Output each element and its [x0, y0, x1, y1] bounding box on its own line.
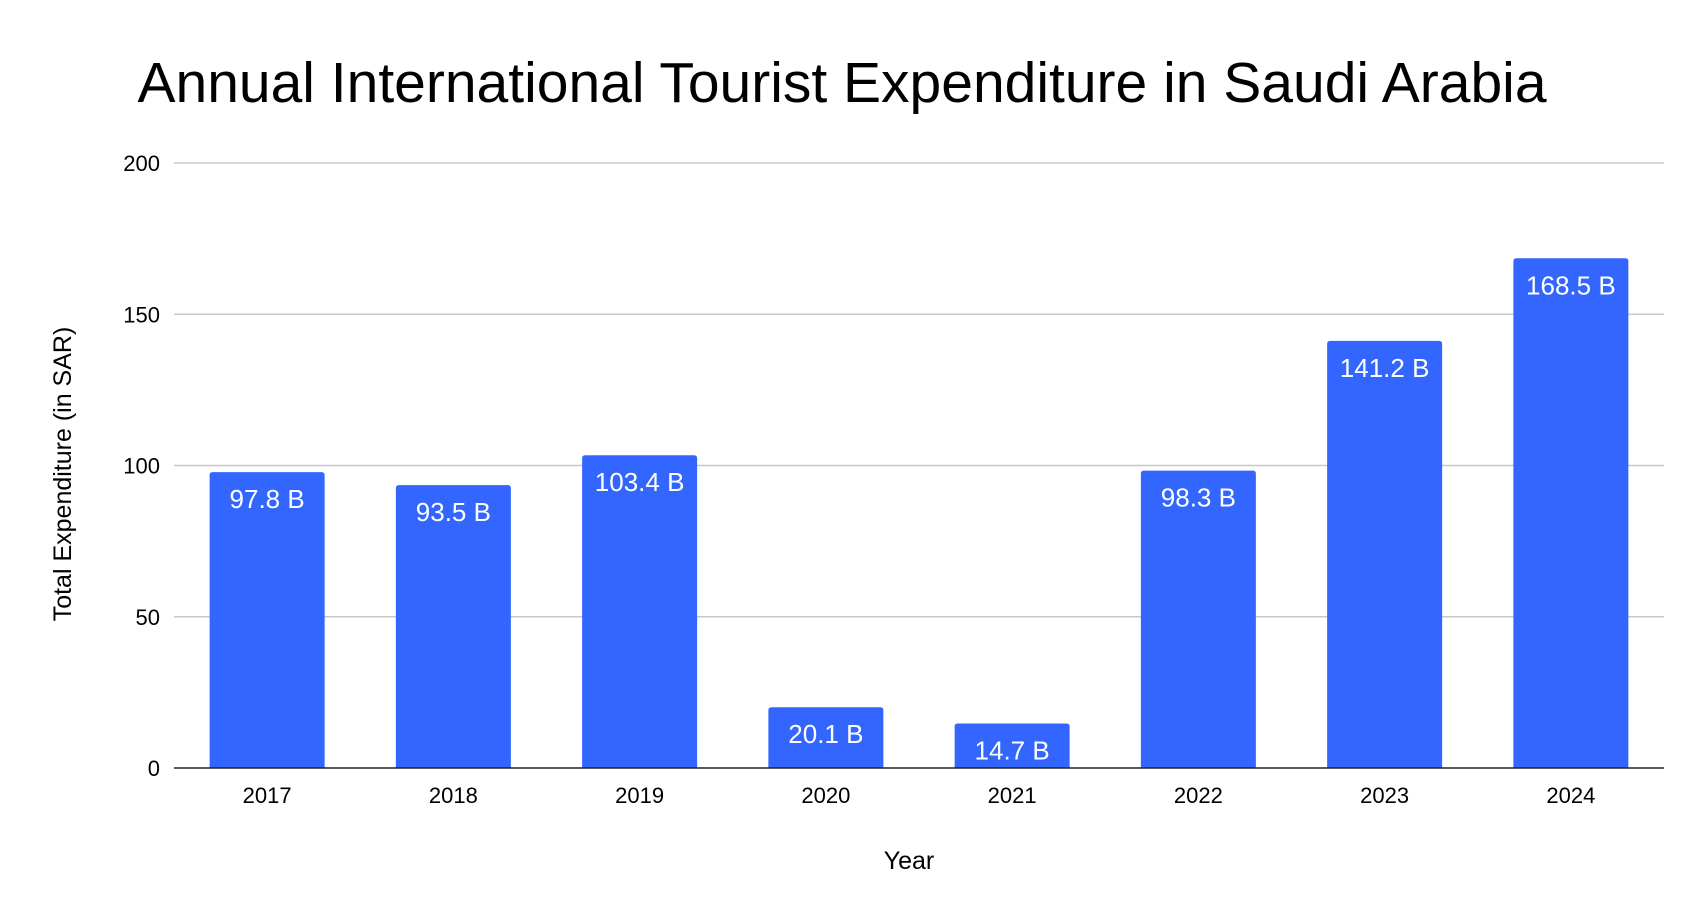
y-axis-title: Total Expenditure (in SAR): [49, 327, 77, 622]
bar-2018: [395, 485, 511, 768]
x-axis-ticks: 2017 2018 2019 2020 2021 2022 2023 2024: [243, 783, 1596, 808]
x-tick-label: 2017: [243, 783, 292, 808]
data-label-2017: 97.8 B: [230, 484, 305, 514]
x-tick-label: 2018: [429, 783, 478, 808]
y-tick-label: 200: [123, 151, 160, 176]
data-label-2020: 20.1 B: [788, 719, 863, 749]
x-tick-label: 2022: [1174, 783, 1223, 808]
data-label-2024: 168.5 B: [1526, 270, 1616, 300]
bar-2023: [1327, 340, 1443, 768]
data-label-2021: 14.7 B: [975, 736, 1050, 766]
data-labels: 97.8 B 93.5 B 103.4 B 20.1 B 14.7 B 98.3 B 141…: [230, 270, 1616, 765]
y-axis-ticks: 0 50 100 150 200: [123, 151, 160, 781]
y-tick-label: 150: [123, 302, 160, 327]
data-label-2022: 98.3 B: [1161, 483, 1236, 513]
data-label-2019: 103.4 B: [595, 467, 685, 497]
bar-2021: [954, 723, 1070, 768]
x-tick-label: 2023: [1360, 783, 1409, 808]
bar-2017: [209, 472, 325, 768]
bar-2024: [1513, 258, 1629, 768]
x-tick-label: 2019: [615, 783, 664, 808]
x-axis-title: Year: [884, 847, 935, 875]
x-tick-label: 2021: [988, 783, 1037, 808]
chart-title: Annual International Tourist Expenditure…: [137, 51, 1546, 115]
data-label-2023: 141.2 B: [1340, 353, 1430, 383]
y-tick-label: 50: [136, 605, 160, 630]
x-tick-label: 2024: [1546, 783, 1595, 808]
data-label-2018: 93.5 B: [416, 497, 491, 527]
bar-2022: [1140, 470, 1256, 768]
y-tick-label: 0: [148, 756, 160, 781]
y-tick-label: 100: [123, 454, 160, 479]
bar-2019: [582, 455, 698, 768]
bars: [209, 258, 1629, 768]
bar-2020: [768, 707, 884, 768]
x-tick-label: 2020: [801, 783, 850, 808]
